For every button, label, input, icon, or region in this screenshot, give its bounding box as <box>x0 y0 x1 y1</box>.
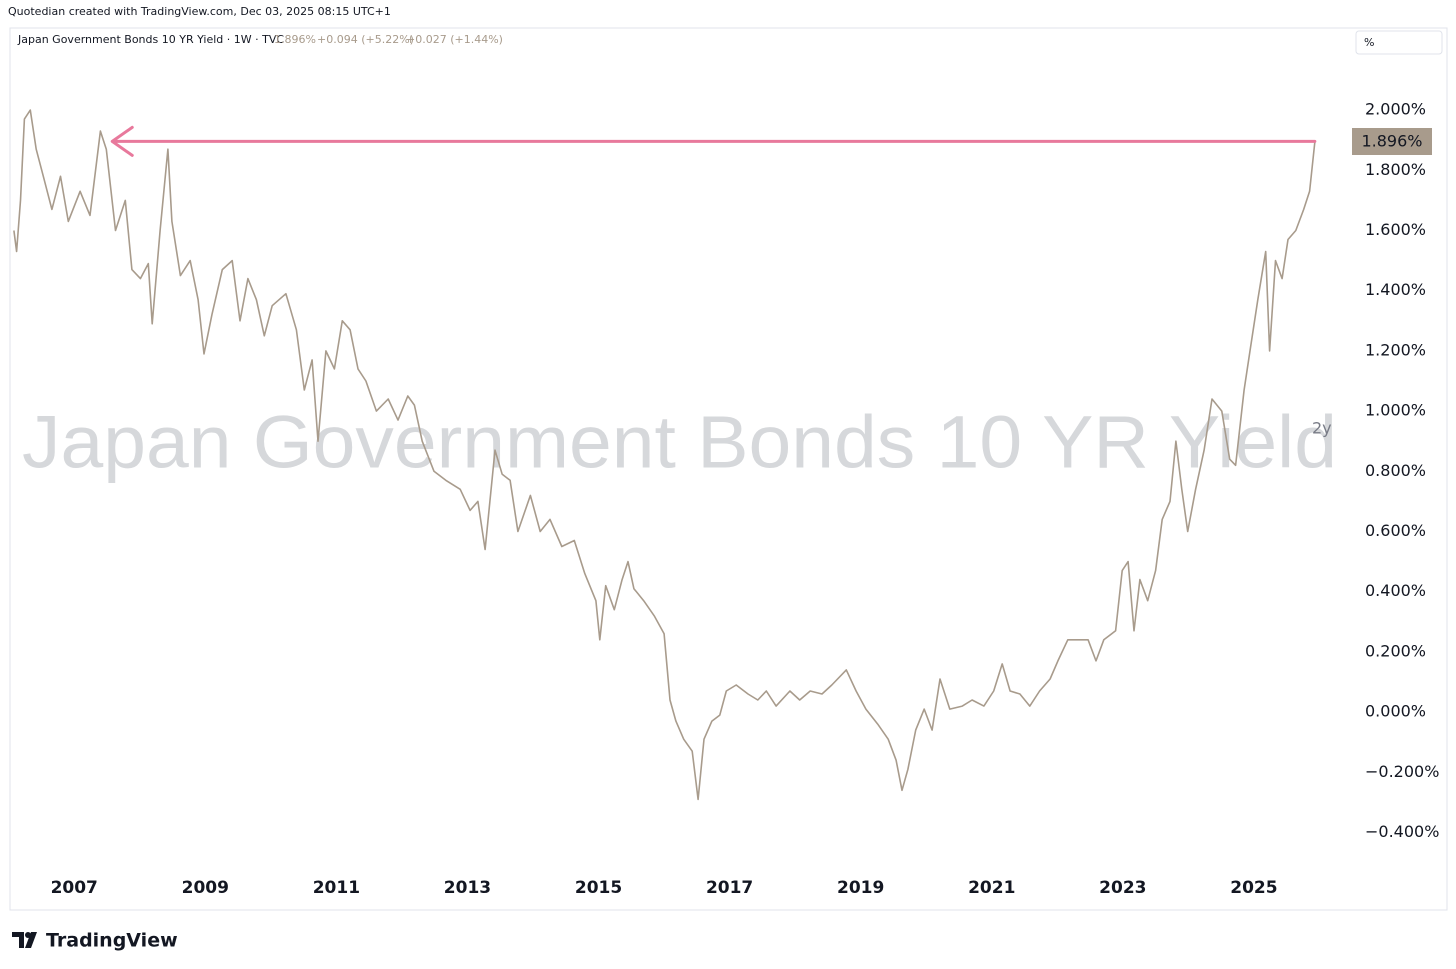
scale-mode-box[interactable] <box>1355 30 1443 55</box>
y-tick-label: 1.800% <box>1365 160 1426 179</box>
x-tick-label: 2021 <box>968 878 1015 898</box>
watermark-title: Japan Government Bonds 10 YR Yield <box>22 401 1337 484</box>
x-tick-label: 2025 <box>1230 878 1277 898</box>
y-tick-label: 0.400% <box>1365 581 1426 600</box>
y-tick-label: 0.200% <box>1365 641 1426 660</box>
scale-mode[interactable]: % <box>1364 36 1374 49</box>
line-series <box>13 109 1316 801</box>
x-tick-label: 2023 <box>1099 878 1146 898</box>
change: +0.094 (+5.22%) <box>317 33 414 46</box>
y-tick-label: 2.000% <box>1365 100 1426 119</box>
y-tick-label: 1.600% <box>1365 220 1426 239</box>
chart-frame <box>9 27 1448 911</box>
arrow-annotation <box>110 125 1317 157</box>
x-tick-label: 2017 <box>706 878 753 898</box>
last-value: 1.896% <box>274 33 316 46</box>
x-tick-label: 2009 <box>182 878 229 898</box>
y-tick-label: 0.600% <box>1365 521 1426 540</box>
brand-logo <box>12 932 37 948</box>
x-tick-label: 2007 <box>51 878 98 898</box>
y-tick-label: 1.400% <box>1365 280 1426 299</box>
x-tick-label: 2011 <box>313 878 360 898</box>
x-tick-label: 2015 <box>575 878 622 898</box>
symbol: Japan Government Bonds 10 YR Yield · 1W … <box>17 33 284 46</box>
y-tick-label: 1.200% <box>1365 340 1426 359</box>
price-label: 1.896% <box>1361 132 1422 151</box>
y-tick-label: 0.000% <box>1365 702 1426 721</box>
brand: TradingView <box>46 930 178 952</box>
y-tick-label: −0.400% <box>1365 822 1439 841</box>
y-tick-label: 0.800% <box>1365 461 1426 480</box>
range-label: 2y <box>1312 419 1332 438</box>
plot <box>13 109 1317 801</box>
y-tick-label: −0.200% <box>1365 762 1439 781</box>
price-label-box <box>1352 128 1432 155</box>
x-tick-label: 2019 <box>837 878 884 898</box>
change: +0.027 (+1.44%) <box>406 33 503 46</box>
x-tick-label: 2013 <box>444 878 491 898</box>
credit: Quotedian created with TradingView.com, … <box>8 5 391 18</box>
y-tick-label: 1.000% <box>1365 401 1426 420</box>
